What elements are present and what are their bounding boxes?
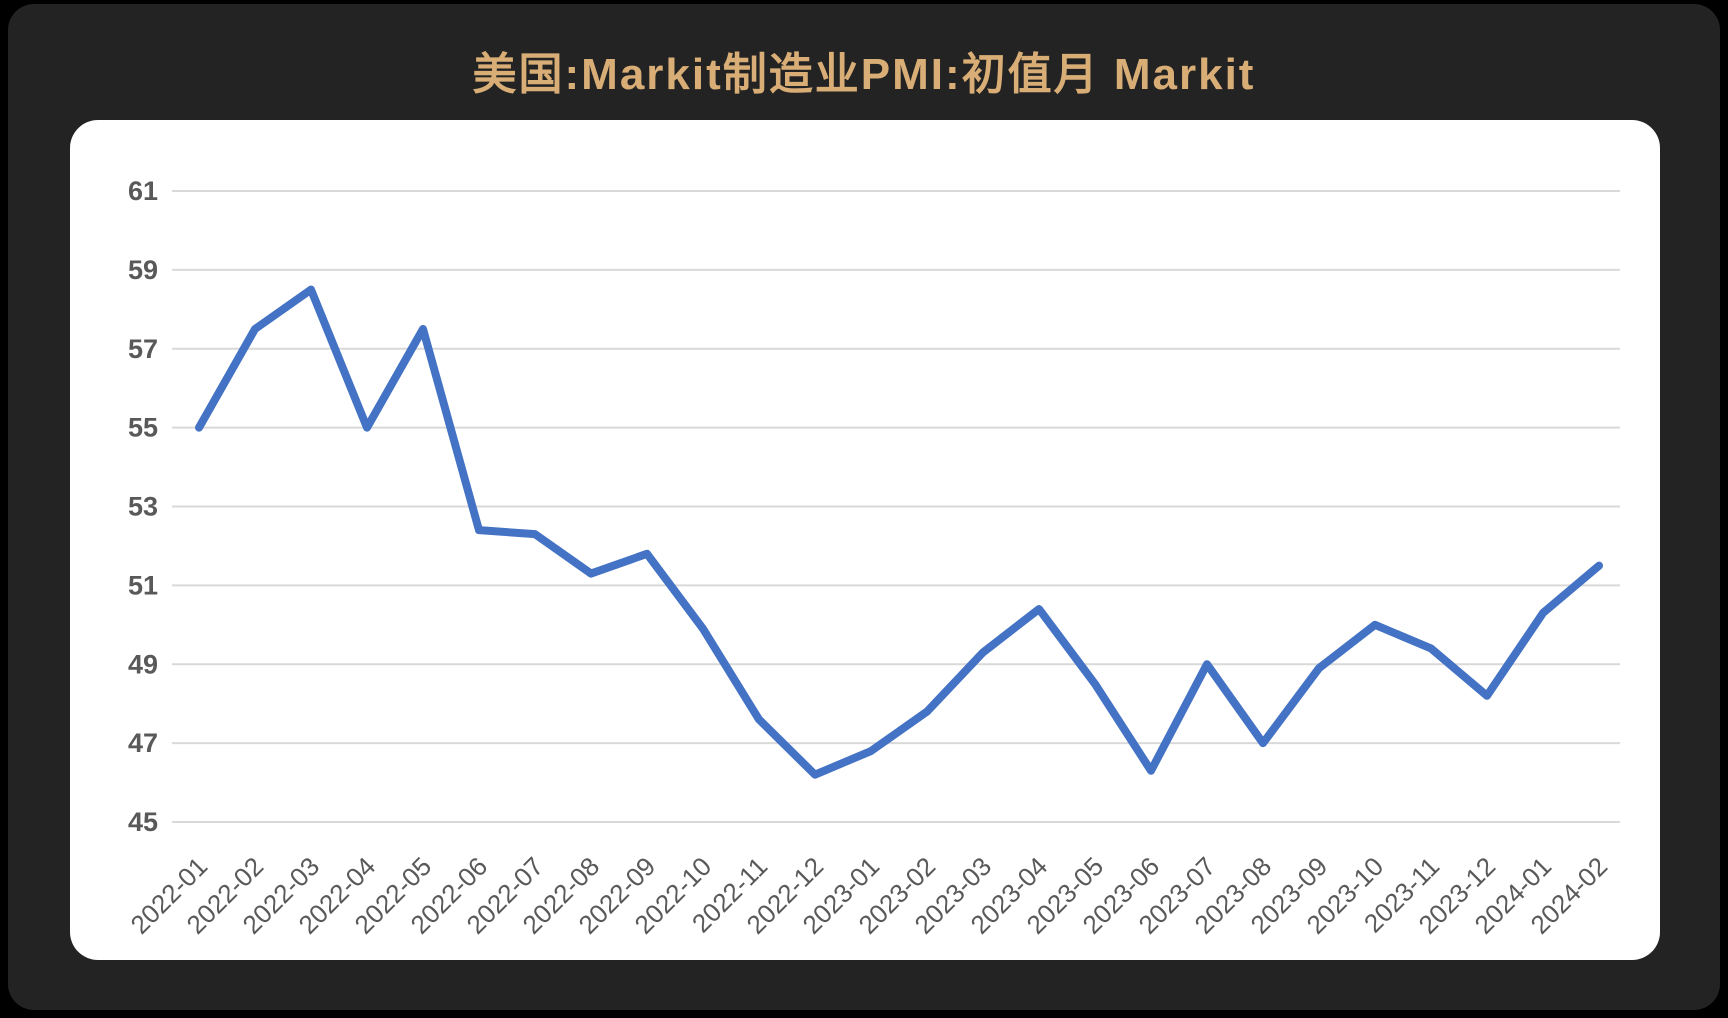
y-axis-label: 55 xyxy=(128,413,158,443)
chart-card: 45 47 49 51 53 55 57 59 61 2022-01 2022-02 2022-03 2… xyxy=(70,120,1660,960)
pmi-series-line xyxy=(195,285,1603,779)
y-axis-label: 59 xyxy=(128,255,158,285)
app-panel: 美国:Markit制造业PMI:初值月 Markit 45 47 49 51 53 55 5… xyxy=(8,4,1720,1010)
y-axis-label: 57 xyxy=(128,334,158,364)
y-axis-label: 49 xyxy=(128,649,158,679)
chart-title: 美国:Markit制造业PMI:初值月 Markit xyxy=(472,50,1256,99)
y-axis-label: 47 xyxy=(128,728,158,758)
pmi-line-chart: 4547495153555759612022-012022-022022-032… xyxy=(125,176,1620,940)
y-axis-label: 61 xyxy=(128,176,158,206)
y-axis-label: 45 xyxy=(128,807,158,837)
y-axis-label: 51 xyxy=(128,570,158,600)
y-axis-label: 53 xyxy=(128,492,158,522)
